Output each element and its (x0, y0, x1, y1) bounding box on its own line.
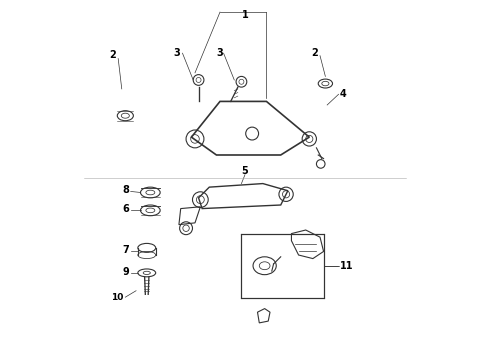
Text: 10: 10 (111, 293, 123, 302)
Text: 3: 3 (174, 48, 180, 58)
Text: 2: 2 (109, 50, 116, 60)
Text: 8: 8 (122, 185, 129, 195)
Text: 6: 6 (122, 204, 129, 214)
Text: 2: 2 (311, 48, 318, 58)
Text: 5: 5 (242, 166, 248, 176)
Text: 7: 7 (122, 245, 129, 255)
Text: 3: 3 (217, 48, 223, 58)
Text: 11: 11 (340, 261, 353, 271)
Text: 4: 4 (340, 89, 346, 99)
Text: 9: 9 (122, 267, 129, 277)
Bar (242, 234, 323, 298)
Text: 1: 1 (242, 10, 248, 20)
